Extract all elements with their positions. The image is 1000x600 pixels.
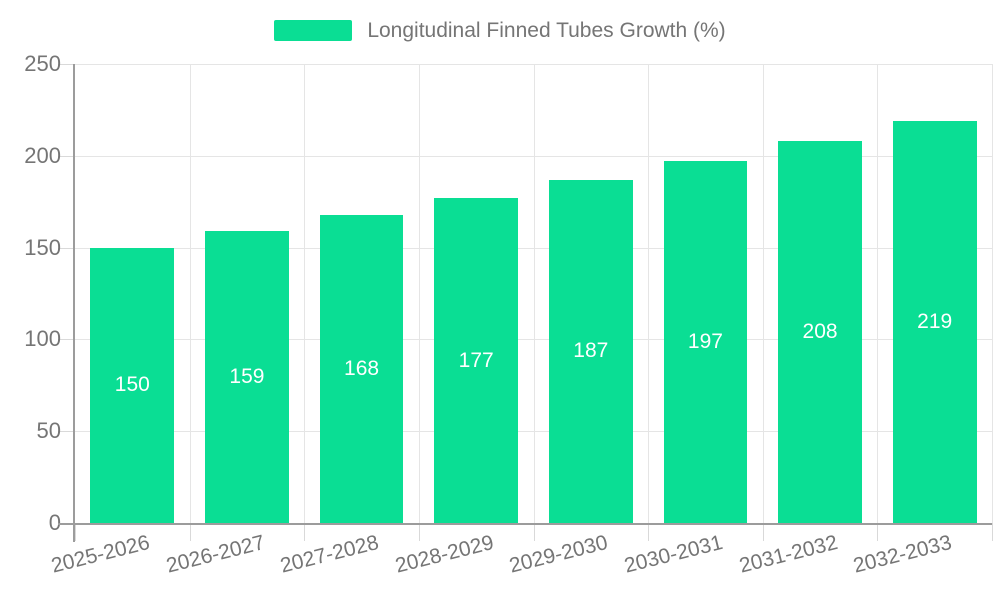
y-axis-tick-label: 200 (24, 142, 61, 168)
bar-value-label: 159 (229, 365, 265, 389)
legend[interactable]: Longitudinal Finned Tubes Growth (%) (0, 20, 1000, 41)
bar[interactable]: 177 (434, 198, 519, 523)
bar[interactable]: 159 (205, 231, 289, 523)
y-axis-tick (58, 247, 75, 249)
x-gridline (304, 64, 306, 523)
x-axis-tick (992, 523, 993, 541)
bar[interactable]: 150 (90, 247, 175, 523)
x-axis-tick-label: 2026-2027 (163, 531, 267, 578)
bar-value-label: 219 (917, 309, 953, 333)
x-axis-tick-label: 2031-2032 (736, 531, 840, 578)
x-axis-tick-label: 2029-2030 (507, 531, 611, 578)
legend-label: Longitudinal Finned Tubes Growth (%) (367, 19, 726, 42)
bar[interactable]: 187 (548, 179, 633, 523)
x-axis-tick (533, 523, 535, 541)
x-axis-tick-label: 2028-2029 (392, 531, 496, 578)
y-axis-tick-label: 250 (24, 51, 61, 76)
x-gridline (648, 64, 650, 523)
x-axis-tick (418, 523, 420, 541)
y-axis-tick (58, 64, 75, 65)
y-axis-tick-label: 0 (48, 510, 61, 535)
bar-value-label: 177 (458, 348, 494, 372)
x-gridline (762, 64, 764, 523)
x-axis-tick (189, 523, 191, 541)
legend-swatch (274, 20, 353, 41)
bar-value-label: 187 (573, 339, 609, 363)
x-axis-line (58, 523, 992, 525)
x-gridline (533, 64, 535, 523)
y-axis-tick (58, 339, 75, 341)
bar-value-label: 208 (802, 320, 838, 344)
bar[interactable]: 208 (778, 141, 862, 523)
bar[interactable]: 197 (663, 161, 748, 523)
x-axis-tick (75, 523, 76, 541)
bar-value-label: 168 (344, 356, 380, 380)
y-axis-tick-label: 150 (24, 234, 61, 260)
y-axis-tick (58, 431, 75, 433)
x-gridline (418, 64, 420, 523)
bar[interactable]: 168 (319, 214, 404, 523)
x-axis-tick-label: 2032-2033 (851, 531, 955, 578)
x-axis-tick-label: 2027-2028 (278, 531, 382, 578)
y-axis-tick-label: 100 (24, 326, 61, 352)
x-axis-tick-label: 2030-2031 (621, 531, 726, 578)
x-axis-tick-label: 2025-2026 (48, 531, 152, 578)
bar[interactable]: 219 (892, 120, 977, 523)
y-axis-line (73, 64, 75, 542)
y-axis-tick-label: 50 (36, 418, 61, 444)
x-axis-tick (762, 523, 764, 541)
x-gridline (877, 64, 879, 523)
x-axis-tick (648, 523, 650, 541)
plot-area: 150 159 168 177 187 197 208 219 (75, 64, 993, 523)
bar-value-label: 150 (114, 373, 150, 397)
bar-value-label: 197 (687, 330, 723, 354)
x-gridline (189, 64, 191, 523)
x-axis-tick (304, 523, 306, 541)
x-axis-tick (877, 523, 879, 541)
x-gridline (992, 64, 993, 523)
y-axis-tick (58, 155, 75, 157)
